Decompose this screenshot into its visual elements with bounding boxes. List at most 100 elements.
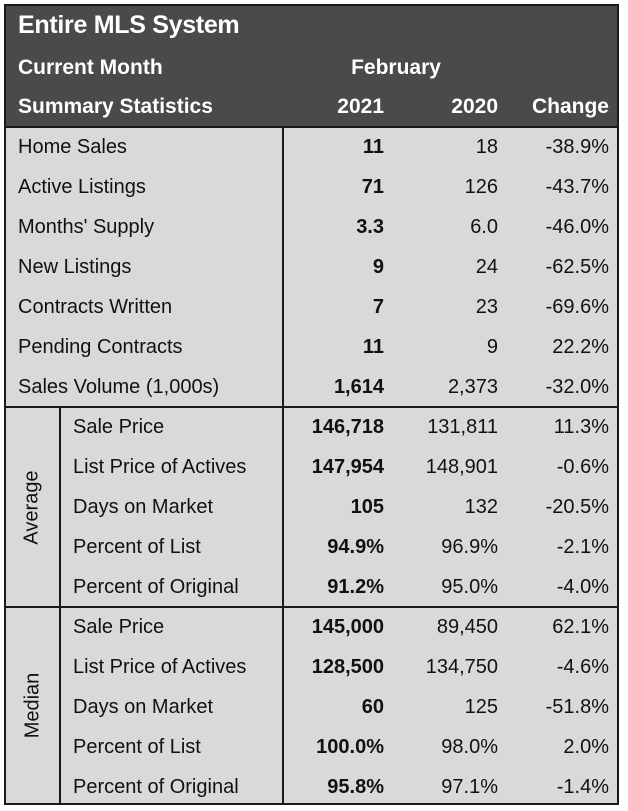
value-change: -38.9% bbox=[545, 136, 609, 158]
value-change: -51.8% bbox=[545, 696, 609, 718]
table-row: Sale Price 146,718 131,811 11.3% bbox=[6, 408, 617, 448]
row-label: Sale Price bbox=[73, 416, 165, 438]
value-2021: 145,000 bbox=[311, 616, 384, 638]
value-2021: 100.0% bbox=[316, 736, 384, 758]
row-label: List Price of Actives bbox=[73, 656, 247, 678]
value-2020: 132 bbox=[464, 496, 498, 518]
value-change: -46.0% bbox=[545, 216, 609, 238]
value-2020: 18 bbox=[475, 136, 498, 158]
group-divider bbox=[59, 608, 61, 803]
row-label: Percent of Original bbox=[73, 776, 239, 798]
value-2021: 147,954 bbox=[311, 456, 384, 478]
value-2020: 24 bbox=[475, 256, 498, 278]
stats-table: Entire MLS System Current Month February… bbox=[4, 4, 619, 805]
value-2021: 11 bbox=[362, 336, 384, 358]
value-2020: 89,450 bbox=[436, 616, 498, 638]
median-section: Median Sale Price 145,000 89,450 62.1% List … bbox=[6, 606, 617, 803]
value-2020: 9 bbox=[486, 336, 498, 358]
table-row: Sales Volume (1,000s) 1,614 2,373 -32.0% bbox=[6, 368, 617, 408]
value-2021: 128,500 bbox=[311, 656, 384, 678]
column-divider bbox=[282, 408, 284, 606]
month-label: February bbox=[351, 56, 441, 79]
column-divider bbox=[282, 128, 284, 406]
value-2021: 94.9% bbox=[327, 536, 384, 558]
value-2020: 96.9% bbox=[441, 536, 498, 558]
table-row: Percent of List 100.0% 98.0% 2.0% bbox=[6, 728, 617, 768]
table-row: New Listings 9 24 -62.5% bbox=[6, 248, 617, 288]
value-2020: 23 bbox=[475, 296, 498, 318]
value-change: -4.0% bbox=[556, 576, 609, 598]
value-2020: 95.0% bbox=[441, 576, 498, 598]
table-row: Percent of Original 95.8% 97.1% -1.4% bbox=[6, 768, 617, 808]
value-2021: 91.2% bbox=[327, 576, 384, 598]
summary-section: Home Sales 11 18 -38.9% Active Listings 71 126… bbox=[6, 126, 617, 406]
value-change: -20.5% bbox=[545, 496, 609, 518]
row-label: Contracts Written bbox=[18, 296, 173, 318]
value-change: 2.0% bbox=[563, 736, 609, 758]
row-label: Sale Price bbox=[73, 616, 165, 638]
table-row: Active Listings 71 126 -43.7% bbox=[6, 168, 617, 208]
table-row: Days on Market 60 125 -51.8% bbox=[6, 688, 617, 728]
row-label: Days on Market bbox=[73, 496, 214, 518]
row-label: Percent of List bbox=[73, 736, 201, 758]
column-divider bbox=[282, 608, 284, 803]
value-2021: 7 bbox=[372, 296, 384, 318]
value-change: -32.0% bbox=[545, 376, 609, 398]
table-row: Percent of Original 91.2% 95.0% -4.0% bbox=[6, 568, 617, 608]
column-header-2021: 2021 bbox=[337, 95, 384, 118]
value-change: -62.5% bbox=[545, 256, 609, 278]
row-label: Days on Market bbox=[73, 696, 214, 718]
value-2021: 60 bbox=[361, 696, 384, 718]
table-row: Percent of List 94.9% 96.9% -2.1% bbox=[6, 528, 617, 568]
average-section: Average Sale Price 146,718 131,811 11.3% Lis… bbox=[6, 406, 617, 606]
period-label: Current Month bbox=[18, 56, 163, 79]
value-change: 11.3% bbox=[553, 416, 609, 438]
column-header-2020: 2020 bbox=[451, 95, 498, 118]
row-label: Pending Contracts bbox=[18, 336, 183, 358]
column-header-change: Change bbox=[531, 95, 609, 118]
table-row: Months' Supply 3.3 6.0 -46.0% bbox=[6, 208, 617, 248]
table-title: Entire MLS System bbox=[18, 11, 240, 39]
value-2020: 6.0 bbox=[470, 216, 498, 238]
value-2020: 97.1% bbox=[441, 776, 498, 798]
value-2020: 131,811 bbox=[427, 416, 498, 438]
section-label: Summary Statistics bbox=[18, 95, 213, 118]
value-2021: 146,718 bbox=[311, 416, 384, 438]
table-row: Contracts Written 7 23 -69.6% bbox=[6, 288, 617, 328]
table-row: Home Sales 11 18 -38.9% bbox=[6, 128, 617, 168]
value-change: 22.2% bbox=[552, 336, 609, 358]
row-label: Active Listings bbox=[18, 176, 146, 198]
value-2021: 11 bbox=[362, 136, 384, 158]
value-2021: 1,614 bbox=[333, 376, 384, 398]
table-row: Days on Market 105 132 -20.5% bbox=[6, 488, 617, 528]
value-2020: 134,750 bbox=[425, 656, 498, 678]
table-row: Pending Contracts 11 9 22.2% bbox=[6, 328, 617, 368]
row-label: List Price of Actives bbox=[73, 456, 247, 478]
table-header: Entire MLS System Current Month February… bbox=[6, 6, 617, 126]
row-label: Sales Volume (1,000s) bbox=[18, 376, 220, 398]
value-change: -69.6% bbox=[545, 296, 609, 318]
value-2020: 125 bbox=[464, 696, 498, 718]
value-2020: 148,901 bbox=[425, 456, 498, 478]
group-divider bbox=[59, 408, 61, 606]
row-label: New Listings bbox=[18, 256, 132, 278]
value-change: -43.7% bbox=[545, 176, 609, 198]
row-label: Percent of List bbox=[73, 536, 201, 558]
value-2020: 98.0% bbox=[441, 736, 498, 758]
value-change: -0.6% bbox=[556, 456, 609, 478]
value-2021: 3.3 bbox=[356, 216, 384, 238]
value-2021: 71 bbox=[361, 176, 384, 198]
table-row: List Price of Actives 128,500 134,750 -4.6% bbox=[6, 648, 617, 688]
value-2021: 95.8% bbox=[327, 776, 384, 798]
value-change: -2.1% bbox=[556, 536, 609, 558]
value-2021: 9 bbox=[372, 256, 384, 278]
row-label: Months' Supply bbox=[18, 216, 155, 238]
value-change: -1.4% bbox=[556, 776, 609, 798]
value-change: 62.1% bbox=[552, 616, 609, 638]
table-row: List Price of Actives 147,954 148,901 -0.6% bbox=[6, 448, 617, 488]
value-2020: 126 bbox=[464, 176, 498, 198]
table-row: Sale Price 145,000 89,450 62.1% bbox=[6, 608, 617, 648]
value-change: -4.6% bbox=[556, 656, 609, 678]
value-2021: 105 bbox=[350, 496, 384, 518]
row-label: Percent of Original bbox=[73, 576, 239, 598]
